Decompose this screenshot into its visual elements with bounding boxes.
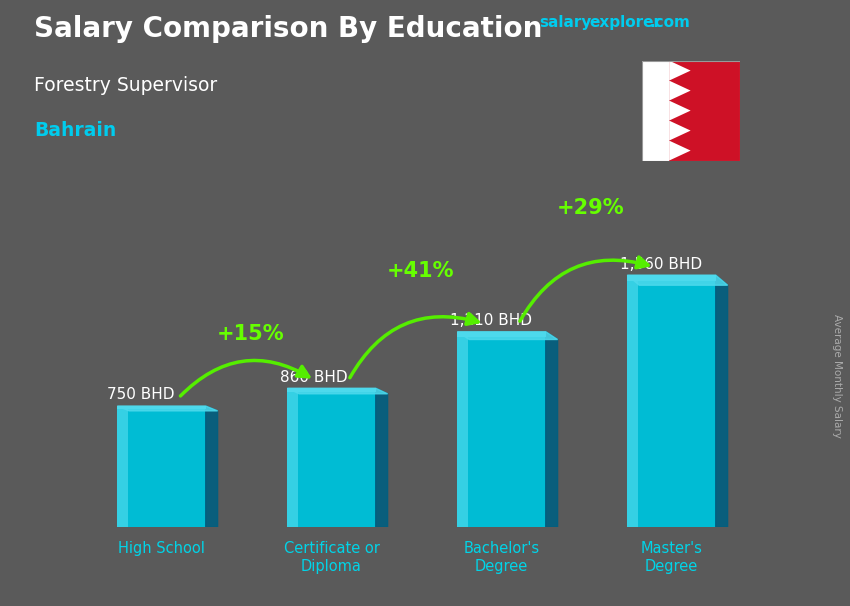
Bar [287,388,298,527]
Bar [457,331,546,336]
Bar [669,61,740,161]
Text: +29%: +29% [557,198,625,218]
Text: 1,210 BHD: 1,210 BHD [450,313,532,328]
Polygon shape [376,388,388,527]
Text: .com: .com [649,15,690,30]
Polygon shape [669,61,690,81]
Bar [642,61,669,161]
Text: 1,560 BHD: 1,560 BHD [620,257,703,271]
Bar [117,406,206,409]
Text: +41%: +41% [387,261,455,281]
Polygon shape [546,331,558,527]
Polygon shape [669,81,690,101]
FancyBboxPatch shape [117,406,206,527]
Text: +15%: +15% [217,324,285,344]
Text: salary: salary [540,15,592,30]
Polygon shape [669,121,690,141]
FancyBboxPatch shape [287,388,376,527]
Bar [117,406,128,527]
Bar [627,275,716,281]
Text: explorer: explorer [589,15,661,30]
Bar [287,388,376,391]
Polygon shape [627,275,728,285]
Polygon shape [457,331,558,339]
Polygon shape [669,141,690,161]
Text: Average Monthly Salary: Average Monthly Salary [832,314,842,438]
Text: Bahrain: Bahrain [34,121,116,140]
Polygon shape [206,406,218,527]
Text: Forestry Supervisor: Forestry Supervisor [34,76,218,95]
Text: 750 BHD: 750 BHD [107,387,174,402]
Polygon shape [669,101,690,121]
Polygon shape [117,406,218,411]
Bar [457,331,468,527]
FancyBboxPatch shape [457,331,546,527]
Text: 860 BHD: 860 BHD [280,370,348,385]
Bar [627,275,638,527]
Polygon shape [716,275,728,527]
FancyBboxPatch shape [627,275,716,527]
Polygon shape [287,388,388,394]
Text: Salary Comparison By Education: Salary Comparison By Education [34,15,542,43]
